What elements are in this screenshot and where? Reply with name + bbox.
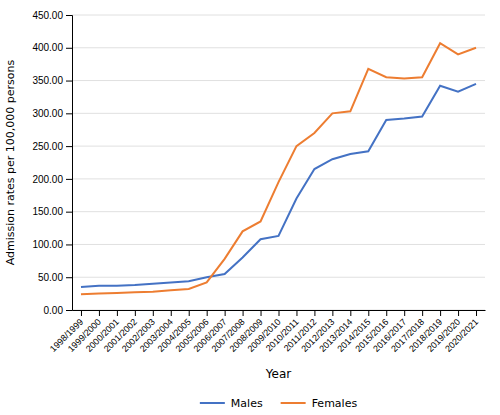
y-tick-label: 50.00 (38, 272, 63, 283)
y-tick: 150.00 (32, 206, 72, 217)
series-line (81, 84, 476, 287)
y-tick-mark (66, 212, 72, 213)
grid-line (72, 244, 485, 245)
y-tick-label: 0.00 (44, 305, 64, 316)
x-tick-mark (404, 310, 405, 316)
x-tick-mark (314, 310, 315, 316)
y-tick-label: 300.00 (32, 108, 63, 119)
y-tick: 450.00 (32, 10, 72, 21)
chart: 0.00 50.00 100.00 150.00 200.00 250.00 300.00 3… (0, 0, 500, 415)
grid (72, 15, 485, 310)
y-axis-line (66, 16, 73, 311)
y-tick-label: 150.00 (32, 206, 63, 217)
y-tick: 400.00 (32, 42, 72, 53)
grid-line (72, 178, 485, 179)
series-group (81, 43, 476, 294)
y-tick-mark (66, 179, 72, 180)
y-axis: 0.00 50.00 100.00 150.00 200.00 250.00 300.00 3… (32, 10, 72, 316)
legend-item: Females (281, 397, 358, 410)
x-tick-mark (368, 310, 369, 316)
x-tick-mark (458, 310, 459, 316)
grid-line (72, 15, 485, 16)
y-tick-mark (66, 113, 72, 114)
x-tick-mark (422, 310, 423, 316)
legend: Males Females (200, 397, 358, 410)
y-tick-mark (66, 146, 72, 147)
x-tick-mark (117, 310, 118, 316)
x-axis: 1998/19991999/20002000/20012001/20022002… (48, 310, 486, 354)
y-tick-mark (66, 277, 72, 278)
y-tick: 0.00 (44, 305, 72, 316)
x-tick-mark (350, 310, 351, 316)
x-tick-mark (135, 310, 136, 316)
x-tick-mark (225, 310, 226, 316)
x-tick-mark (332, 310, 333, 316)
y-tick: 200.00 (32, 174, 72, 185)
y-tick-mark (66, 15, 72, 16)
x-tick-mark (386, 310, 387, 316)
x-tick-mark (296, 310, 297, 316)
legend-label: Males (231, 397, 263, 410)
y-tick-label: 450.00 (32, 10, 63, 21)
x-tick-mark (243, 310, 244, 316)
y-tick: 300.00 (32, 108, 72, 119)
grid-line (72, 277, 485, 278)
x-tick-mark (99, 310, 100, 316)
x-tick-mark (207, 310, 208, 316)
x-axis-title: Year (265, 367, 291, 381)
y-tick-label: 100.00 (32, 239, 63, 250)
x-tick-mark (261, 310, 262, 316)
grid-line (72, 146, 485, 147)
y-tick-label: 200.00 (32, 174, 63, 185)
y-tick-label: 250.00 (32, 141, 63, 152)
grid-line (72, 47, 485, 48)
y-tick-label: 400.00 (32, 42, 63, 53)
x-tick-mark (153, 310, 154, 316)
y-tick-mark (66, 48, 72, 49)
y-tick: 100.00 (32, 239, 72, 250)
x-tick-mark (279, 310, 280, 316)
y-tick: 250.00 (32, 141, 72, 152)
y-tick: 350.00 (32, 75, 72, 86)
x-tick-mark (171, 310, 172, 316)
y-tick-mark (66, 310, 72, 311)
x-tick-mark (81, 310, 82, 316)
x-tick-mark (440, 310, 441, 316)
grid-line (72, 211, 485, 212)
y-tick-mark (66, 244, 72, 245)
x-tick: 2020/2021 (443, 310, 480, 354)
legend-swatch (200, 402, 225, 404)
legend-swatch (281, 402, 306, 404)
y-tick-label: 350.00 (32, 75, 63, 86)
y-axis-title: Admission rates per 100,000 persons (4, 59, 17, 265)
legend-item: Males (200, 397, 263, 410)
plot: 0.00 50.00 100.00 150.00 200.00 250.00 300.00 3… (4, 10, 486, 381)
x-tick-mark (476, 310, 477, 316)
y-tick-mark (66, 81, 72, 82)
grid-line (72, 80, 485, 81)
series-line (81, 43, 476, 294)
x-tick-label: 2020/2021 (443, 317, 480, 354)
x-tick-mark (189, 310, 190, 316)
y-tick: 50.00 (38, 272, 72, 283)
legend-label: Females (312, 397, 358, 410)
